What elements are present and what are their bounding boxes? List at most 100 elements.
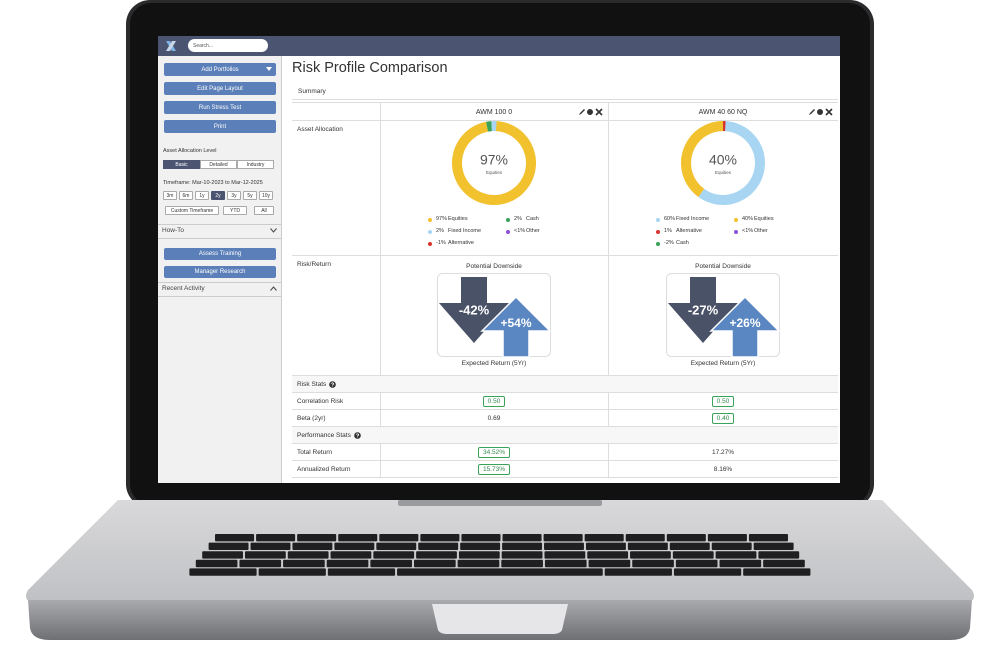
tab[interactable]: Summary [298,88,326,95]
timeframe-option[interactable]: YTD [223,206,247,215]
column-line [608,410,609,427]
key [373,551,415,559]
portfolio-actions [809,108,833,116]
legend-value: 40% [742,216,754,222]
keyboard [189,534,811,576]
portfolio-actions [579,108,603,116]
stat-value: 17.27% [711,449,735,456]
timeframe-period[interactable]: 3m [163,191,177,200]
key [258,568,326,576]
timeframe-period[interactable]: 5y [243,191,257,200]
expected-value: +26% [729,316,760,330]
section-title[interactable]: Recent Activity [162,285,205,292]
table-row: Beta (2yr) 0.69 0.40 [292,409,838,427]
key [287,551,329,559]
column-line [380,256,381,376]
key [707,534,747,542]
section-title[interactable]: How-To [162,227,185,234]
allocation-level-option[interactable]: Detailed [200,160,237,169]
allocation-level-option[interactable]: Basic [163,160,200,169]
logo [166,41,176,51]
donut-segment [698,121,765,205]
how-to-button[interactable]: Manager Research [164,266,276,278]
stat-cell: 17.27% [608,444,838,461]
risk-return-graphic: -42% +54% [437,273,551,357]
stat-cell: 0.69 [380,410,608,427]
table-bottom [292,477,838,478]
column-line [608,393,609,410]
stat-cell: 8.16% [608,461,838,478]
key [743,568,811,576]
legend-name: Alternative [676,228,702,234]
sidebar-button[interactable]: Run Stress Test [164,101,276,114]
key [669,542,710,550]
key [195,559,238,568]
timeframe-period[interactable]: 1y [195,191,209,200]
allocation-level-option[interactable]: Industry [237,160,274,169]
close-icon [595,108,603,116]
column-line [608,103,609,121]
chevron [270,286,277,291]
legend-value: -2% [664,240,674,246]
key [584,534,624,542]
screen: Search... Add Portfolios Edit Page Layout R… [158,36,840,483]
timeframe-option[interactable]: Custom Timeframe [165,206,219,215]
sidebar-button[interactable]: Print [164,120,276,133]
up-arrow [709,295,780,357]
close-icon [825,108,833,116]
logo-mark [166,41,176,51]
stat-cell: 15.73% [380,461,608,478]
legend-dot [734,230,738,234]
settings-icon [587,109,593,115]
legend-name: Fixed Income [448,228,482,234]
key [208,542,249,550]
chevron-line [270,286,277,291]
table-row: Annualized Return 15.73% 8.16% [292,460,838,478]
key [666,534,706,542]
table-row: Risk/Return Potential Downside Expected Re… [292,255,838,376]
chevron-line [270,228,277,233]
stat-cell: 0.50 [608,393,838,410]
key [588,559,631,568]
timeframe-option[interactable]: All [254,206,274,215]
sidebar-button[interactable]: Edit Page Layout [164,82,276,95]
donut-segment [681,121,723,197]
page-title: Risk Profile Comparison [292,60,448,76]
timeframe-period[interactable]: 10y [259,191,273,200]
legend-name: Fixed Income [676,216,710,222]
how-to-button[interactable]: Assess Training [164,248,276,260]
stat-label: Correlation Risk [297,398,344,405]
column-line [380,103,381,121]
timeframe-period[interactable]: 6m [179,191,193,200]
key [457,559,500,568]
timeframe-label: Timeframe: Mar-10-2023 to Mar-12-2025 [163,180,263,186]
legend-dot [428,242,432,246]
stat-value: 0.50 [711,396,735,407]
key [326,559,369,568]
timeframe-period[interactable]: 3y [227,191,241,200]
key [283,559,325,568]
legend-name: Equities [754,216,774,222]
legend-dot [656,230,660,234]
risk-label: Expected Return (5Yr) [461,360,527,367]
legend-value: <1% [742,228,754,234]
key [673,568,742,576]
key [370,559,413,568]
donut-center-label: Equities [486,170,503,175]
sidebar: Add Portfolios Edit Page Layout Run Stress… [158,56,282,483]
expected-value: +54% [500,316,531,330]
timeframe-period[interactable]: 2y [211,191,225,200]
key [544,542,584,550]
column-line [380,444,381,461]
key [239,559,282,568]
sidebar-button[interactable]: Add Portfolios [164,63,276,76]
stat-label: Total Return [297,449,333,456]
down-arrow [439,277,509,343]
search-box[interactable]: Search... [188,39,268,52]
key [501,551,543,559]
stat-value: 0.40 [711,413,735,424]
key [502,542,543,550]
column-line [380,393,381,410]
downside-value: -42% [459,302,490,317]
